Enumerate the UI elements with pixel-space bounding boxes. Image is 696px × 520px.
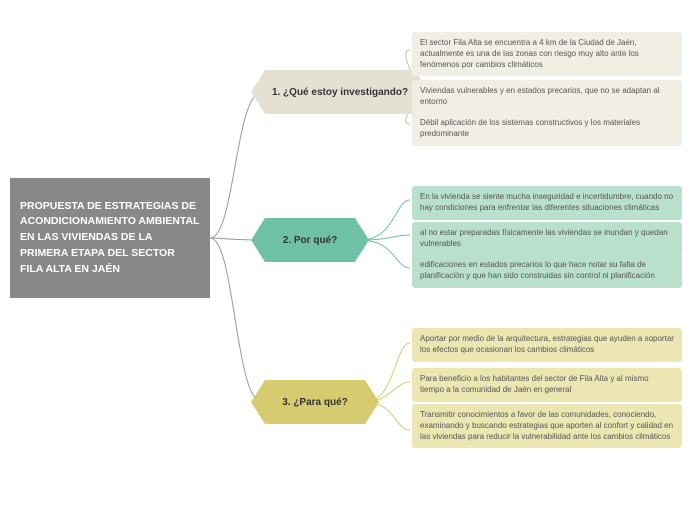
- root-node: PROPUESTA DE ESTRATEGIAS DE ACONDICIONAM…: [10, 178, 210, 298]
- leaf-2-0: En la vivienda se siente mucha insegurid…: [412, 186, 682, 220]
- leaf-1-1: Viviendas vulnerables y en estados preca…: [412, 80, 682, 114]
- leaf-3-1: Para beneficio a los habitantes del sect…: [412, 368, 682, 402]
- branch-1-label: 1. ¿Qué estoy investigando?: [265, 70, 415, 114]
- branch-2-label: 2. Por qué?: [265, 218, 355, 262]
- branch-3-hex: 3. ¿Para qué?: [265, 380, 365, 424]
- branch-2-hex: 2. Por qué?: [265, 218, 355, 262]
- leaf-3-0: Aportar por medio de la arquitectura, es…: [412, 328, 682, 362]
- branch-1-hex: 1. ¿Qué estoy investigando?: [265, 70, 415, 114]
- leaf-2-1: al no estar preparadas físicamente las v…: [412, 222, 682, 256]
- leaf-1-0: El sector Fila Alta se encuentra a 4 km …: [412, 32, 682, 76]
- root-title: PROPUESTA DE ESTRATEGIAS DE ACONDICIONAM…: [20, 199, 200, 278]
- leaf-2-2: edificaciones en estados precarios lo qu…: [412, 254, 682, 288]
- branch-3-label: 3. ¿Para qué?: [265, 380, 365, 424]
- leaf-3-2: Transmitir conocimientos a favor de las …: [412, 404, 682, 448]
- leaf-1-2: Débil aplicación de los sistemas constru…: [412, 112, 682, 146]
